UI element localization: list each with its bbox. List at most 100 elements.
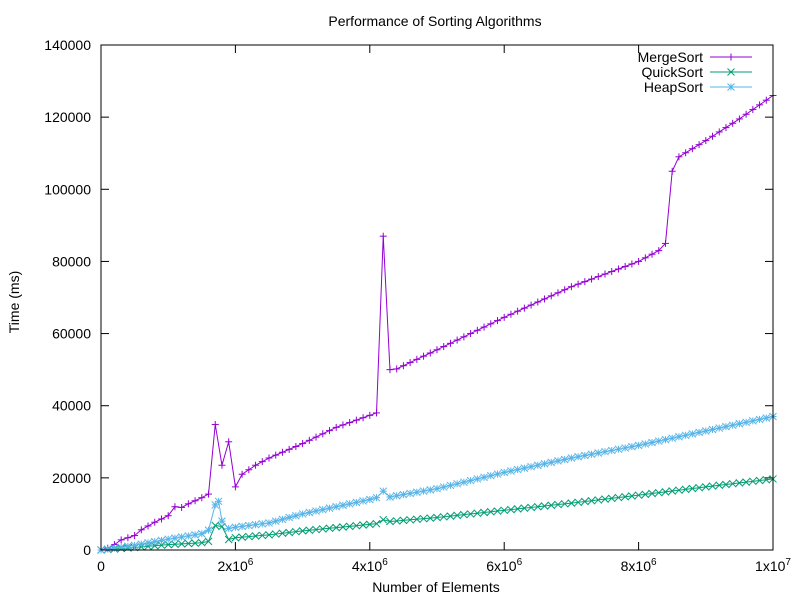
data-point bbox=[654, 488, 663, 497]
data-point bbox=[580, 497, 589, 506]
data-point bbox=[473, 475, 482, 483]
data-point bbox=[359, 521, 367, 529]
data-point bbox=[393, 365, 401, 373]
data-point bbox=[238, 533, 246, 542]
y-axis-title: Time (ms) bbox=[6, 271, 22, 333]
data-point bbox=[681, 485, 690, 494]
data-point bbox=[655, 247, 663, 255]
y-tick-label: 0 bbox=[83, 542, 91, 558]
data-point bbox=[319, 430, 327, 438]
data-point bbox=[124, 542, 132, 551]
data-point bbox=[755, 415, 764, 424]
data-point bbox=[762, 96, 770, 104]
data-point bbox=[695, 483, 703, 492]
data-point bbox=[191, 539, 199, 547]
data-point bbox=[191, 497, 199, 505]
data-point bbox=[601, 495, 609, 503]
data-point bbox=[547, 458, 556, 467]
data-point bbox=[372, 519, 381, 528]
data-point bbox=[399, 516, 408, 525]
data-point bbox=[184, 500, 192, 508]
data-point bbox=[614, 265, 622, 273]
data-point bbox=[373, 409, 381, 417]
data-point bbox=[695, 141, 703, 149]
plot-frame bbox=[100, 44, 774, 551]
data-point bbox=[601, 447, 609, 456]
data-point bbox=[588, 275, 596, 283]
data-point bbox=[567, 499, 576, 507]
series-mergesort bbox=[97, 92, 777, 554]
data-point bbox=[224, 524, 233, 533]
data-point bbox=[614, 493, 623, 502]
x-tick-label: 2x106 bbox=[217, 557, 253, 574]
data-point bbox=[218, 517, 226, 525]
data-point bbox=[473, 326, 481, 334]
data-point bbox=[312, 525, 320, 534]
data-point bbox=[762, 475, 771, 484]
data-point bbox=[446, 339, 454, 347]
data-point bbox=[540, 459, 549, 468]
data-point bbox=[224, 535, 233, 544]
data-point bbox=[218, 461, 226, 469]
data-point bbox=[581, 278, 589, 286]
data-point bbox=[366, 411, 374, 419]
data-point bbox=[534, 298, 542, 306]
data-point bbox=[661, 239, 669, 247]
data-point bbox=[486, 471, 495, 480]
series-quicksort bbox=[97, 475, 777, 554]
data-point bbox=[493, 317, 501, 325]
data-point bbox=[541, 295, 549, 303]
data-point bbox=[675, 153, 683, 161]
data-point bbox=[748, 477, 757, 486]
data-point bbox=[318, 525, 327, 533]
data-point bbox=[587, 450, 596, 459]
data-point bbox=[493, 470, 502, 478]
data-point bbox=[325, 504, 334, 513]
data-point bbox=[164, 535, 173, 544]
data-point bbox=[628, 492, 636, 500]
data-point bbox=[453, 479, 462, 488]
data-point bbox=[533, 502, 542, 511]
data-point bbox=[244, 521, 253, 530]
data-point bbox=[164, 540, 173, 549]
data-point bbox=[460, 333, 468, 341]
data-point bbox=[171, 503, 179, 511]
data-point bbox=[433, 346, 441, 354]
data-point bbox=[271, 517, 280, 525]
data-point bbox=[762, 414, 771, 422]
data-point bbox=[211, 521, 220, 530]
data-point bbox=[554, 289, 562, 297]
data-point bbox=[574, 280, 582, 288]
data-point bbox=[487, 320, 495, 328]
chart-title: Performance of Sorting Algorithms bbox=[328, 13, 541, 29]
data-point bbox=[225, 438, 233, 446]
data-point bbox=[103, 545, 112, 553]
series-heapsort bbox=[97, 412, 777, 554]
x-tick-label: 1x107 bbox=[755, 557, 791, 574]
data-point bbox=[621, 444, 630, 452]
data-point bbox=[735, 419, 744, 428]
data-point bbox=[715, 481, 724, 490]
data-point bbox=[386, 366, 394, 374]
data-point bbox=[177, 533, 186, 541]
data-point bbox=[567, 283, 575, 291]
data-point bbox=[184, 532, 193, 540]
data-point bbox=[756, 101, 764, 109]
data-point bbox=[318, 505, 327, 514]
data-point bbox=[540, 502, 549, 510]
data-point bbox=[157, 536, 166, 545]
data-point bbox=[285, 528, 294, 537]
data-point bbox=[446, 512, 455, 520]
data-point bbox=[214, 497, 223, 506]
data-point bbox=[507, 505, 515, 514]
data-point bbox=[426, 514, 435, 522]
data-point bbox=[184, 539, 193, 548]
data-point bbox=[722, 124, 730, 132]
data-point bbox=[177, 540, 186, 548]
legend-marker bbox=[727, 53, 735, 61]
data-point bbox=[554, 500, 562, 509]
data-point bbox=[634, 491, 643, 500]
data-point bbox=[346, 419, 354, 427]
data-point bbox=[614, 445, 623, 454]
data-point bbox=[500, 506, 509, 515]
